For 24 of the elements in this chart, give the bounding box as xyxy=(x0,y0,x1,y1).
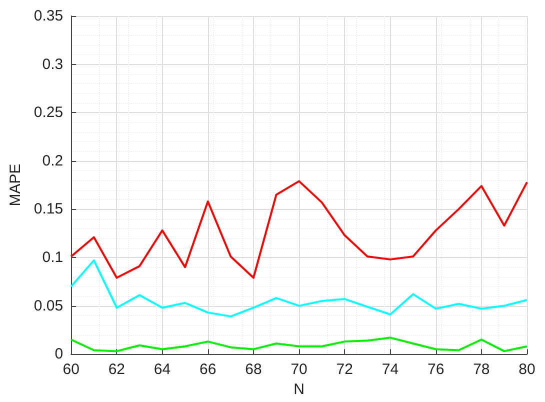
x-axis-title: N xyxy=(294,381,304,398)
x-tick-label: 74 xyxy=(382,361,399,378)
y-tick-label: 0.15 xyxy=(34,200,64,218)
y-tick-label: 0.25 xyxy=(34,104,64,122)
x-tick-label: 62 xyxy=(108,361,126,378)
y-axis-title: MAPE xyxy=(7,164,24,206)
x-tick-label: 76 xyxy=(427,361,444,378)
y-tick-label: 0.3 xyxy=(42,56,64,73)
x-tick-label: 60 xyxy=(62,361,80,378)
line-series xyxy=(70,336,528,352)
x-tick-label: 70 xyxy=(290,361,308,378)
x-tick-label: 68 xyxy=(245,361,262,378)
x-tick-label: 80 xyxy=(518,361,536,378)
x-tick-label: 72 xyxy=(336,361,353,378)
y-tick-label: 0.35 xyxy=(34,8,64,24)
line-series xyxy=(70,180,528,279)
x-tick-label: 64 xyxy=(154,361,171,378)
y-tick-label: 0.2 xyxy=(42,152,64,170)
x-tick-label: 66 xyxy=(200,361,216,378)
line-series xyxy=(70,259,528,318)
y-tick-label: 0.05 xyxy=(34,297,64,314)
y-tick-label: 0 xyxy=(54,346,64,363)
y-tick-label: 0.1 xyxy=(42,249,64,266)
x-tick-label: 78 xyxy=(473,361,490,378)
